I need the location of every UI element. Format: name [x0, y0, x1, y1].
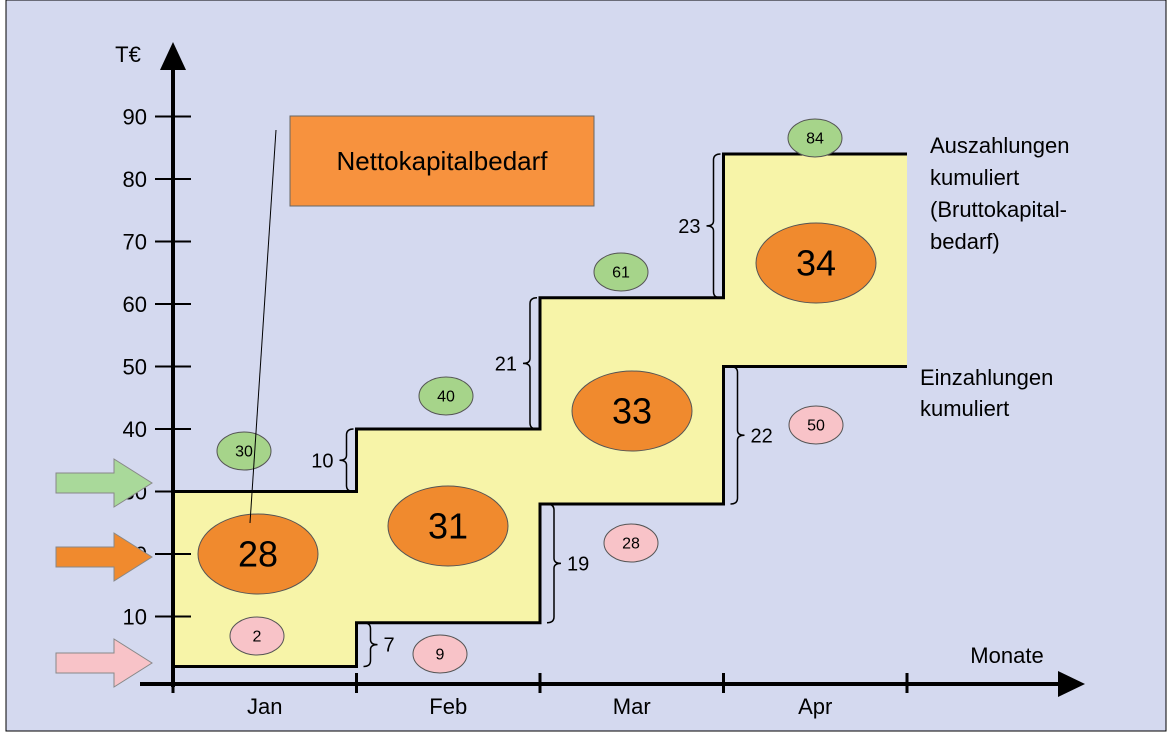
einzahlungen-bubble-label: 9: [436, 647, 445, 664]
einzahlungen-bubble: [788, 405, 844, 445]
einzahlungen-change-label: 7: [384, 635, 395, 657]
x-tick-label: Feb: [429, 694, 467, 719]
y-tick-label: 80: [123, 167, 147, 192]
x-tick-label: Mar: [613, 694, 651, 719]
auszahlungen-bubble-label: 61: [612, 265, 630, 282]
einzahlungen-bubble-label: 50: [807, 418, 825, 435]
einzahlungen-bubble: [603, 523, 659, 563]
einzahlungen-change-brace: [363, 622, 378, 668]
net-requirement-pointer-arrow: [55, 532, 153, 582]
auszahlungen-pointer-arrow: [55, 458, 153, 508]
y-tick-label: 50: [123, 355, 147, 380]
y-tick-label: 10: [123, 605, 147, 630]
auszahlungen-change-brace: [339, 428, 354, 493]
auszahlungen-change-label: 21: [495, 353, 517, 375]
net-requirement-bubble-label: 31: [428, 506, 468, 547]
auszahlungen-step-line: [173, 152, 907, 493]
auszahlungen-bubble: [418, 376, 474, 416]
einzahlungen-bubble-label: 2: [253, 629, 262, 646]
y-tick-label: 40: [123, 417, 147, 442]
y-tick-label: 60: [123, 292, 147, 317]
auszahlungen-bubble: [787, 118, 843, 158]
net-requirement-bubble-label: 28: [238, 534, 278, 575]
einzahlungen-change-label: 22: [751, 425, 773, 447]
auszahlungen-bubble-label: 40: [437, 389, 455, 406]
callout-text: Nettokapitalbedarf: [336, 146, 548, 176]
y-tick-label: 70: [123, 230, 147, 255]
callout-pointer-line: [249, 129, 277, 524]
auszahlungen-series-label: Auszahlungen: [930, 133, 1069, 158]
auszahlungen-change-brace: [522, 297, 538, 430]
net-requirement-bubble: [197, 513, 319, 595]
einzahlungen-series-label: kumuliert: [920, 396, 1009, 421]
auszahlungen-change-brace: [706, 153, 721, 299]
net-requirement-bubble-label: 33: [612, 391, 652, 432]
einzahlungen-bubble-label: 28: [622, 536, 640, 553]
einzahlungen-pointer-arrow: [55, 638, 153, 688]
einzahlungen-bubble: [412, 634, 468, 674]
einzahlungen-change-brace: [730, 365, 745, 505]
einzahlungen-bubble: [229, 616, 285, 656]
net-requirement-bubble-label: 34: [796, 243, 836, 284]
auszahlungen-bubble-label: 30: [235, 444, 253, 461]
x-axis-label: Monate: [970, 643, 1043, 668]
einzahlungen-change-brace: [546, 503, 562, 624]
einzahlungen-change-label: 19: [567, 553, 589, 575]
auszahlungen-change-label: 23: [678, 216, 700, 238]
x-tick-label: Apr: [798, 694, 832, 719]
net-requirement-bubble: [571, 370, 693, 452]
y-tick-label: 90: [123, 105, 147, 130]
auszahlungen-bubble: [216, 431, 272, 471]
auszahlungen-series-label: kumuliert: [930, 165, 1019, 190]
y-axis-arrowhead: [160, 42, 186, 70]
auszahlungen-bubble-label: 84: [806, 131, 824, 148]
net-requirement-bubble: [755, 222, 877, 304]
auszahlungen-bubble: [593, 252, 649, 292]
x-tick-label: Jan: [247, 694, 282, 719]
y-axis-unit-label: T€: [115, 42, 141, 67]
auszahlungen-series-label: (Bruttokapital-: [930, 197, 1067, 222]
einzahlungen-step-line: [173, 365, 907, 668]
net-requirement-bubble: [387, 485, 509, 567]
x-axis-arrowhead: [1058, 671, 1085, 697]
callout-box: [289, 115, 595, 207]
einzahlungen-series-label: Einzahlungen: [920, 365, 1053, 390]
auszahlungen-change-label: 10: [311, 450, 333, 472]
auszahlungen-series-label: bedarf): [930, 229, 1000, 254]
